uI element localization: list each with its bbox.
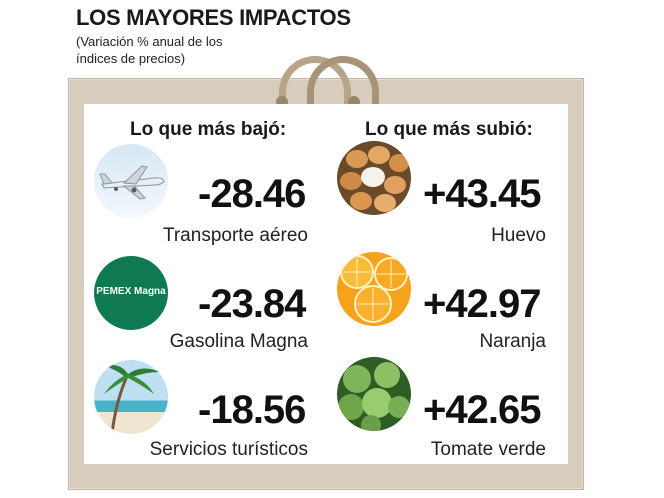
up-label-3: Tomate verde	[430, 439, 546, 460]
up-label-1: Huevo	[491, 225, 546, 246]
bag-handle-right	[307, 56, 379, 113]
up-label-2: Naranja	[479, 331, 546, 352]
beach-icon	[94, 360, 168, 434]
down-value-2: -23.84	[198, 282, 306, 326]
green-tomato-icon	[337, 357, 411, 431]
airplane-icon	[94, 144, 168, 218]
down-label-2: Gasolina Magna	[169, 331, 308, 352]
page-title: LOS MAYORES IMPACTOS	[76, 5, 351, 30]
up-value-2: +42.97	[423, 282, 541, 326]
up-value-1: +43.45	[423, 172, 541, 216]
pemex-logo-text: PEMEX Magna	[96, 286, 166, 297]
up-heading: Lo que más subió:	[365, 119, 533, 140]
page-subtitle: (Variación % anual de los índices de pre…	[76, 33, 276, 67]
down-heading: Lo que más bajó:	[130, 119, 287, 140]
subtitle-line-2: índices de precios)	[76, 51, 186, 66]
subtitle-line-1: (Variación % anual de los	[76, 34, 223, 49]
eggs-icon	[337, 141, 411, 215]
down-label-1: Transporte aéreo	[162, 225, 308, 246]
down-value-3: -18.56	[198, 388, 306, 432]
oranges-icon	[337, 252, 411, 326]
pemex-magna-logo: PEMEX Magna	[94, 256, 168, 330]
up-value-3: +42.65	[423, 388, 541, 432]
down-label-3: Servicios turísticos	[149, 439, 308, 460]
down-value-1: -28.46	[198, 172, 306, 216]
